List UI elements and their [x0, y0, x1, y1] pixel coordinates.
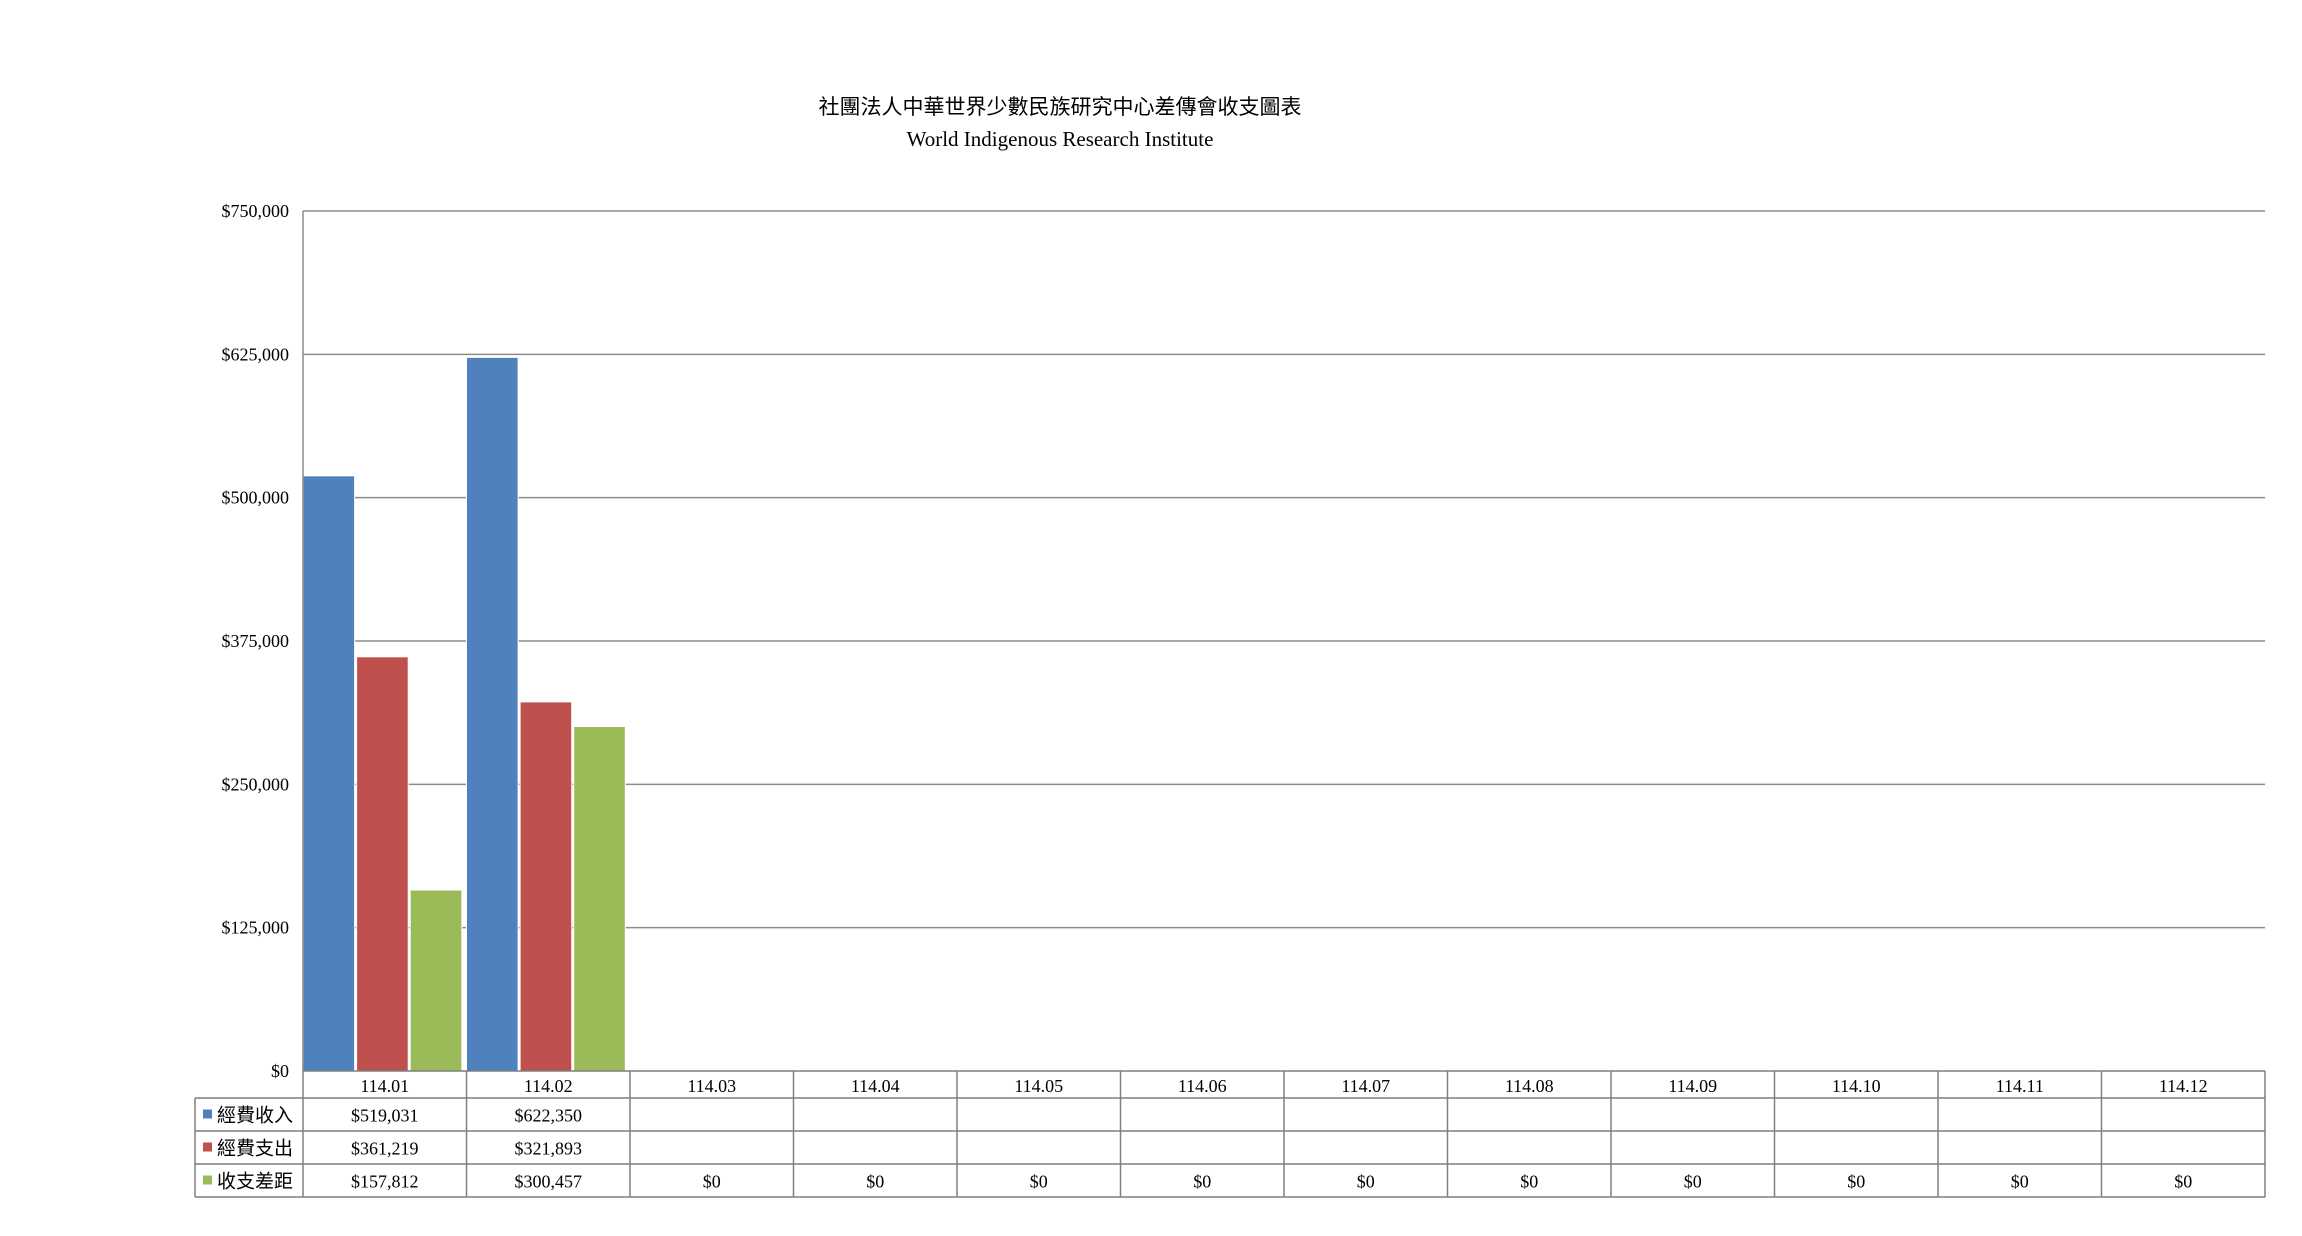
x-tick-label: 114.03 [687, 1076, 736, 1096]
bar-2-1 [356, 656, 409, 1072]
x-tick-label: 114.04 [851, 1076, 900, 1096]
x-tick-label: 114.12 [2159, 1076, 2208, 1096]
y-tick-label: $125,000 [222, 918, 290, 938]
data-label: $0 [1030, 1172, 1048, 1192]
data-label: $361,219 [351, 1139, 419, 1159]
data-label: $321,893 [515, 1139, 583, 1159]
legend-swatch [203, 1142, 212, 1152]
data-label: $622,350 [515, 1106, 583, 1126]
legend-label: 收支差距 [217, 1171, 293, 1193]
data-label: $157,812 [351, 1172, 419, 1192]
gridlines [303, 210, 2265, 929]
chart-title: 社團法人中華世界少數民族研究中心差傳會收支圖表 [819, 95, 1302, 119]
data-label: $0 [1520, 1172, 1538, 1192]
data-label: $0 [2174, 1172, 2192, 1192]
data-label: $300,457 [515, 1172, 583, 1192]
data-label: $0 [866, 1172, 884, 1192]
y-tick-label: $500,000 [222, 488, 290, 508]
data-label: $0 [703, 1172, 721, 1192]
data-label: $519,031 [351, 1106, 419, 1126]
x-tick-label: 114.11 [1996, 1076, 2044, 1096]
y-tick-label: $0 [271, 1061, 289, 1081]
y-tick-label: $625,000 [222, 344, 290, 364]
x-tick-label: 114.08 [1505, 1076, 1554, 1096]
data-label: $0 [1847, 1172, 1865, 1192]
legend-label: 經費支出 [217, 1138, 293, 1160]
x-tick-label: 114.07 [1341, 1076, 1390, 1096]
bar-1-1 [302, 475, 356, 1072]
bar-3-2 [573, 725, 626, 1072]
x-tick-label: 114.05 [1014, 1076, 1063, 1096]
y-tick-label: $375,000 [222, 631, 290, 651]
data-table: 114.01 114.02 114.03 114.04 114.05 114.06 114.… [194, 1070, 2266, 1198]
y-tick-label: $750,000 [222, 201, 290, 221]
data-label: $0 [1193, 1172, 1211, 1192]
x-tick-label: 114.10 [1832, 1076, 1881, 1096]
x-tick-label: 114.09 [1668, 1076, 1717, 1096]
chart-subtitle: World Indigenous Research Institute [907, 127, 1214, 151]
x-tick-label: 114.02 [524, 1076, 573, 1096]
data-label: $0 [1684, 1172, 1702, 1192]
y-tick-label: $250,000 [222, 774, 290, 794]
x-tick-label: 114.06 [1178, 1076, 1227, 1096]
legend-swatch [203, 1175, 212, 1185]
legend-swatch [203, 1109, 212, 1119]
x-tick-label: 114.01 [360, 1076, 409, 1096]
bar-2-2 [519, 701, 573, 1072]
data-label: $0 [1357, 1172, 1375, 1192]
legend-label: 經費收入 [217, 1105, 293, 1127]
bar-1-2 [466, 356, 519, 1072]
bars [302, 356, 626, 1072]
y-axis: $0 $125,000 $250,000 $375,000 $500,000 $625,0… [222, 201, 304, 1081]
bar-3-1 [409, 889, 463, 1072]
data-label: $0 [2011, 1172, 2029, 1192]
